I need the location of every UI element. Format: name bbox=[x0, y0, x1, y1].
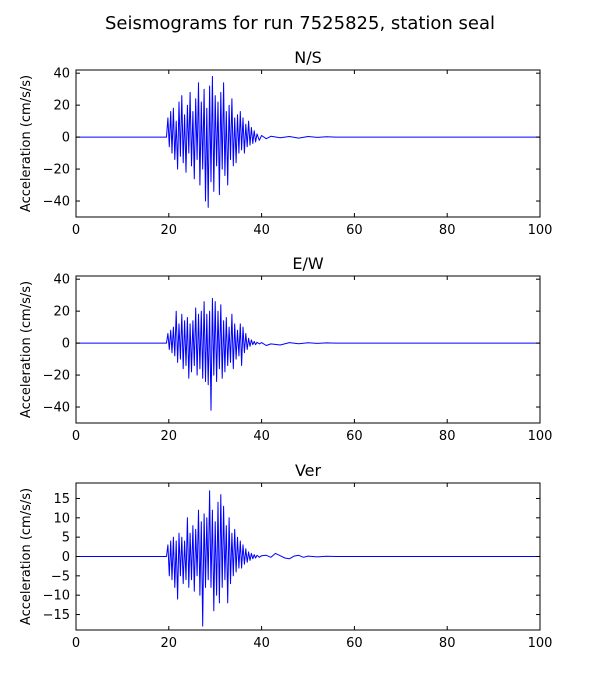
x-tick-label: 60 bbox=[346, 429, 363, 444]
y-tick-label: 40 bbox=[53, 67, 70, 82]
y-tick-label: 40 bbox=[53, 273, 70, 288]
x-tick-label: 20 bbox=[161, 636, 178, 651]
series-line bbox=[76, 490, 540, 627]
y-tick-label: −15 bbox=[43, 608, 70, 623]
x-tick-label: 40 bbox=[253, 429, 270, 444]
plot-frame bbox=[75, 275, 541, 424]
y-axis-label: Acceleration (cm/s/s) bbox=[19, 75, 34, 212]
y-tick-label: −40 bbox=[43, 195, 70, 210]
x-tick-label: 40 bbox=[253, 636, 270, 651]
y-tick-label: 10 bbox=[53, 511, 70, 526]
x-tick-label: 100 bbox=[528, 636, 553, 651]
y-axis-label: Acceleration (cm/s/s) bbox=[19, 488, 34, 625]
y-tick-label: −20 bbox=[43, 369, 70, 384]
y-tick-label: −40 bbox=[43, 401, 70, 416]
x-tick-label: 80 bbox=[439, 636, 456, 651]
x-tick-label: 60 bbox=[346, 223, 363, 238]
x-tick-label: 40 bbox=[253, 223, 270, 238]
x-tick-label: 100 bbox=[528, 223, 553, 238]
y-tick-label: 0 bbox=[62, 550, 70, 565]
panel-title: Ver bbox=[295, 461, 322, 480]
y-tick-label: −10 bbox=[43, 589, 70, 604]
series-line bbox=[76, 297, 540, 411]
x-tick-label: 20 bbox=[161, 223, 178, 238]
panel-2: E/W 0 20 40 60 80 100 −40 −20 0 20 40 Acceleration (… bbox=[19, 254, 552, 444]
x-tick-label: 0 bbox=[72, 636, 80, 651]
y-tick-label: 5 bbox=[62, 531, 70, 546]
y-tick-label: 0 bbox=[62, 337, 70, 352]
y-tick-label: −5 bbox=[51, 569, 70, 584]
y-axis-label: Acceleration (cm/s/s) bbox=[19, 281, 34, 418]
x-tick-label: 0 bbox=[72, 223, 80, 238]
figure-title: Seismograms for run 7525825, station sea… bbox=[105, 13, 495, 34]
x-tick-label: 80 bbox=[439, 223, 456, 238]
x-tick-label: 0 bbox=[72, 429, 80, 444]
plot-frame bbox=[75, 69, 541, 218]
y-tick-label: −20 bbox=[43, 163, 70, 178]
x-tick-label: 20 bbox=[161, 429, 178, 444]
x-tick-label: 80 bbox=[439, 429, 456, 444]
x-tick-label: 60 bbox=[346, 636, 363, 651]
y-tick-label: 15 bbox=[53, 492, 70, 507]
x-tick-label: 100 bbox=[528, 429, 553, 444]
panel-title: E/W bbox=[292, 254, 324, 273]
series-line bbox=[76, 75, 540, 208]
panel-title: N/S bbox=[294, 48, 322, 67]
panel-3: Ver 0 20 40 60 80 100 −15 −10 −5 0 5 10 15 Acceleratio… bbox=[19, 461, 552, 651]
panel-1: N/S 0 20 40 60 80 100 −40 −20 0 20 40 Acceleration (… bbox=[19, 48, 552, 238]
y-tick-label: 20 bbox=[53, 99, 70, 114]
y-tick-label: 20 bbox=[53, 305, 70, 320]
y-tick-label: 0 bbox=[62, 131, 70, 146]
